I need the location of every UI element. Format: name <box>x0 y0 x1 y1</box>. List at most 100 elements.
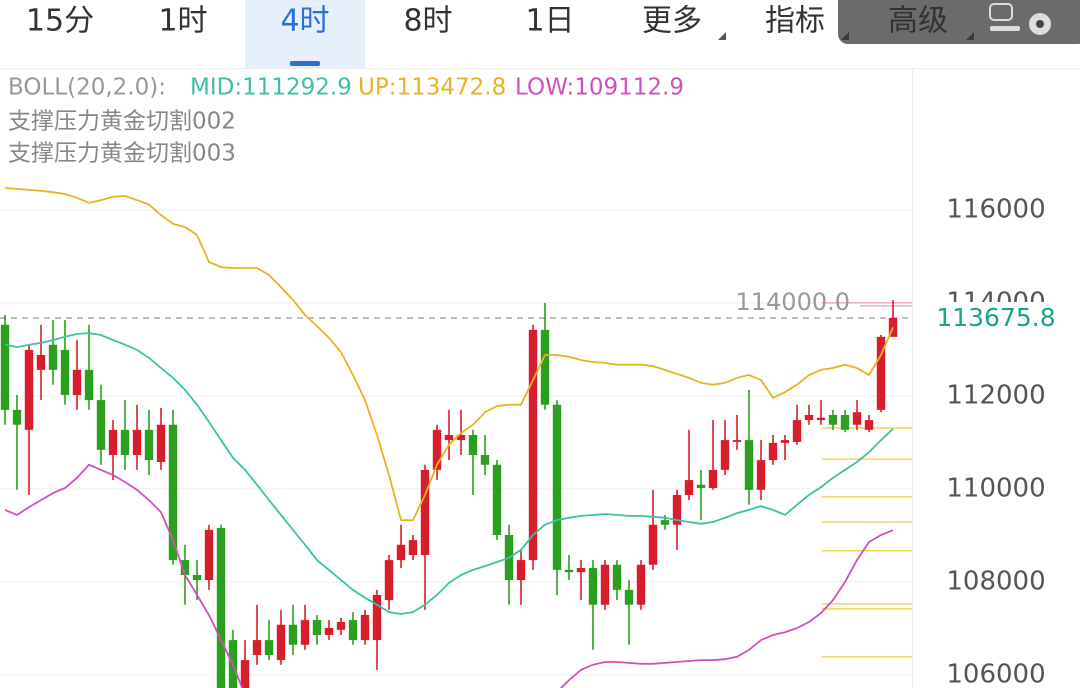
candle-body <box>324 628 334 635</box>
legend-entry: UP:113472.8 <box>358 75 506 101</box>
price-label-bg <box>916 301 1080 334</box>
candle-body <box>744 440 754 490</box>
candle-body <box>84 369 94 401</box>
candle-body <box>168 424 178 561</box>
candle-body <box>216 528 226 688</box>
candle-body <box>36 354 46 370</box>
y-tick-label: 106000 <box>946 659 1045 688</box>
current-price-label: 113675.8 <box>936 303 1055 332</box>
indicator-line <box>4 332 894 615</box>
candle-body <box>648 524 658 565</box>
candle-body <box>720 440 730 470</box>
candle-body <box>456 434 466 441</box>
candle-body <box>660 520 670 525</box>
candle-body <box>684 480 694 495</box>
candle-body <box>516 560 526 581</box>
candle-body <box>384 560 394 601</box>
candle-body <box>432 429 442 470</box>
candle-body <box>300 620 310 645</box>
tab-underline <box>290 61 320 66</box>
candle-body <box>360 614 370 641</box>
candle-body <box>276 624 286 661</box>
candle-body <box>0 324 10 410</box>
tab-highlight <box>245 0 365 68</box>
candle-body <box>144 429 154 461</box>
legend-entry: LOW:109112.9 <box>515 75 684 101</box>
candle-body <box>204 529 214 581</box>
candle-body <box>588 568 598 605</box>
candle-body <box>60 349 70 395</box>
candle-body <box>876 336 886 410</box>
candle-body <box>792 420 802 442</box>
candle-body <box>576 568 586 573</box>
candle-body <box>768 442 778 461</box>
candle-body <box>480 454 490 465</box>
candle-body <box>552 404 562 570</box>
legend: BOLL(20,2.0): MID:111292.9 UP:113472.8 LOW:… <box>8 75 684 167</box>
candle-body <box>120 429 130 455</box>
tab-bar: 15分1时4时8时1日更多指标高级 <box>26 0 974 68</box>
candle-body <box>156 424 166 462</box>
tab[interactable]: 指标 <box>765 4 825 39</box>
legend-entry: MID:111292.9 <box>190 75 352 101</box>
candle-body <box>108 429 118 455</box>
candle-body <box>636 564 646 605</box>
y-tick-label: 112000 <box>946 380 1045 410</box>
candle-body <box>732 440 742 442</box>
candle-body <box>96 400 106 450</box>
tab[interactable]: 更多 <box>642 4 702 39</box>
overlay <box>838 0 1080 44</box>
tab[interactable]: 15分 <box>26 4 94 39</box>
candle-body <box>264 640 274 655</box>
y-tick-label: 116000 <box>946 194 1045 224</box>
tab[interactable]: 1日 <box>525 4 574 39</box>
candle-body <box>240 660 250 688</box>
candle-body <box>828 414 838 425</box>
candle-body <box>48 344 58 370</box>
floating-toolbar <box>838 0 1080 44</box>
candle-body <box>72 369 82 395</box>
candle-body <box>24 349 34 430</box>
candle-body <box>444 434 454 441</box>
annotation: 支撑压力黄金切割003 <box>8 141 236 167</box>
candle-body <box>420 469 430 555</box>
annotation: 支撑压力黄金切割002 <box>8 109 236 135</box>
candle-body <box>336 621 346 630</box>
tab[interactable]: 1时 <box>158 4 207 39</box>
toolbar-icon[interactable] <box>989 3 1013 21</box>
candle-body <box>312 620 322 635</box>
candle-body <box>192 574 202 581</box>
tab[interactable]: 8时 <box>403 4 452 39</box>
candle-body <box>816 417 826 421</box>
candle-body <box>348 620 358 641</box>
candle-body <box>624 589 634 605</box>
candle-body <box>708 469 718 488</box>
indicator-line <box>4 187 894 521</box>
y-tick-label: 108000 <box>946 566 1045 596</box>
candle-body <box>696 484 706 488</box>
candle-body <box>180 560 190 575</box>
candle-body <box>288 624 298 645</box>
candle-body <box>396 544 406 561</box>
candle-body <box>492 464 502 535</box>
candle-body <box>804 414 814 421</box>
toolbar-icon-core <box>1036 20 1044 28</box>
plot: 114000.0 <box>0 187 912 688</box>
tab[interactable]: 4时 <box>280 4 329 39</box>
y-axis: 1060001080001100001120001140001160001136… <box>916 194 1080 688</box>
candle-body <box>600 564 610 605</box>
candle-body <box>372 594 382 641</box>
candle-body <box>840 414 850 430</box>
candle-body <box>540 329 550 405</box>
candle-body <box>780 440 790 443</box>
toolbar-bar <box>990 26 1020 31</box>
indicator-name: BOLL(20,2.0): <box>8 75 166 101</box>
candle-body <box>12 409 22 425</box>
candle-body <box>672 494 682 525</box>
candle-body <box>468 434 478 455</box>
candle-body <box>528 329 538 561</box>
candle-body <box>612 564 622 590</box>
